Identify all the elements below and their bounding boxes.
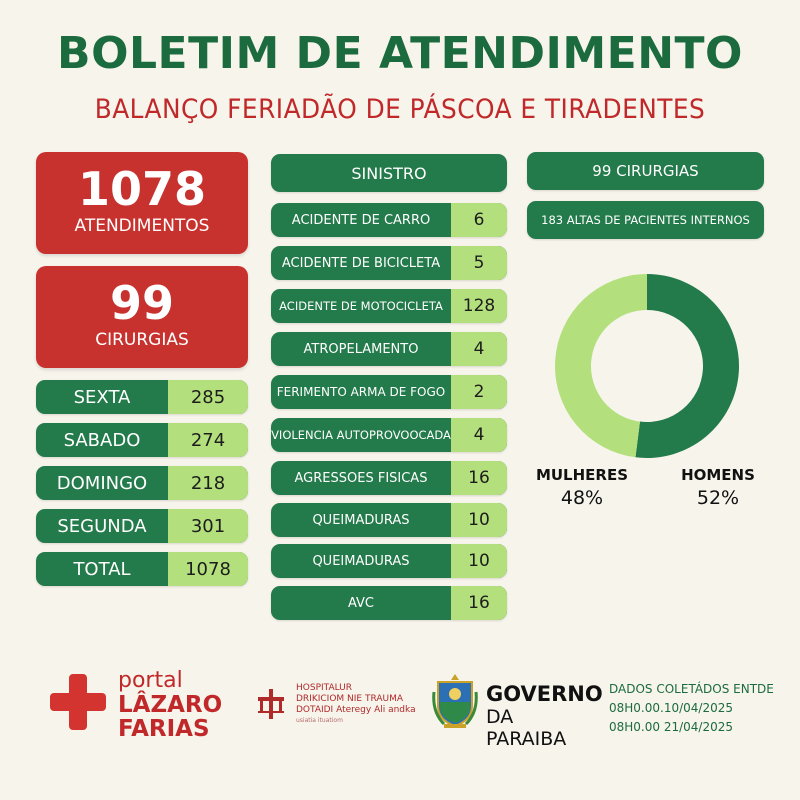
governo-logo-line1: GOVERNO	[486, 682, 603, 706]
portal-lazaro-farias-logo: portal LÂZARO FARIAS	[50, 668, 240, 748]
sinistro-label: ACIDENTE DE BICICLETA	[281, 255, 441, 271]
hospital-logo: HOSPITALUR DRIKICIOM NIE TRAUMA DOTAIDI …	[254, 683, 416, 733]
sinistro-row: QUEIMADURAS 10	[271, 544, 507, 578]
sinistro-row: ATROPELAMENTO 4	[271, 332, 507, 366]
day-row-sexta: SEXTA 285	[36, 380, 248, 414]
hospital-logo-line1: HOSPITALUR	[296, 683, 353, 693]
sinistro-row: ACIDENTE DE BICICLETA 5	[271, 246, 507, 280]
portal-logo-line2: LÂZARO	[118, 692, 223, 718]
day-label: SEXTA	[73, 386, 131, 408]
gender-donut-chart	[554, 273, 740, 459]
day-value: 274	[168, 423, 248, 457]
dados-line2: 08H0.00.10/04/2025	[609, 701, 733, 715]
sinistro-label: AVC	[347, 595, 375, 611]
sinistro-value: 4	[451, 332, 507, 366]
day-label: SEGUNDA	[57, 515, 147, 537]
day-value: 218	[168, 466, 248, 500]
sinistro-row: ACIDENTE DE CARRO 6	[271, 203, 507, 237]
hospital-logo-line3: DOTAIDI Ateregy Ali andka	[296, 705, 416, 715]
sinistro-value: 2	[451, 375, 507, 409]
day-label: DOMINGO	[56, 472, 148, 494]
hospital-logo-line2: DRIKICIOM NIE TRAUMA	[296, 694, 404, 704]
hospital-logo-line4: usiatia ituatiom	[296, 717, 343, 724]
donut-slice-mulheres	[555, 274, 647, 458]
page-subtitle: BALANÇO FERIADÃO DE PÁSCOA E TIRADENTES	[94, 94, 706, 125]
sinistro-value: 16	[451, 461, 507, 495]
sinistro-row: QUEIMADURAS 10	[271, 503, 507, 537]
sinistro-value: 4	[451, 418, 507, 452]
sinistro-value: 128	[451, 289, 507, 323]
hospital-cross-icon	[258, 689, 284, 719]
sinistro-label: QUEIMADURAS	[312, 512, 410, 528]
day-label: TOTAL	[73, 558, 131, 580]
legend-label-homens: HOMENS	[681, 466, 755, 484]
atendimentos-value: 1078	[77, 162, 207, 216]
sinistro-header: SINISTRO	[271, 154, 507, 192]
sinistro-label: ACIDENTE DE CARRO	[291, 212, 431, 228]
day-row-segunda: SEGUNDA 301	[36, 509, 248, 543]
data-collection-period: DADOS COLETÁDOS ENTDE 08H0.00.10/04/2025…	[609, 680, 774, 737]
donut-slice-homens	[635, 274, 739, 458]
day-row-domingo: DOMINGO 218	[36, 466, 248, 500]
cirurgias-card: 99 CIRURGIAS	[36, 266, 248, 368]
sinistro-label: VIOLENCIA AUTOPROVOOCADA	[271, 428, 451, 442]
medical-cross-icon	[50, 674, 106, 730]
governo-paraiba-logo: GOVERNO DA PARAIBA	[432, 672, 603, 750]
dados-line1: DADOS COLETÁDOS ENTDE	[609, 682, 774, 696]
page-title: BOLETIM DE ATENDIMENTO	[57, 28, 743, 79]
atendimentos-label: ATENDIMENTOS	[74, 216, 210, 236]
day-value: 1078	[168, 552, 248, 586]
legend-label-mulheres: MULHERES	[535, 466, 629, 484]
donut-svg	[555, 274, 739, 458]
sinistro-row: VIOLENCIA AUTOPROVOOCADA 4	[271, 418, 507, 452]
sinistro-row: ACIDENTE DE MOTOCICLETA 128	[271, 289, 507, 323]
legend-value-mulheres: 48%	[560, 487, 604, 509]
sinistro-row: FERIMENTO ARMA DE FOGO 2	[271, 375, 507, 409]
sinistro-value: 16	[451, 586, 507, 620]
day-row-total: TOTAL 1078	[36, 552, 248, 586]
sinistro-value: 5	[451, 246, 507, 280]
dados-line3: 08H0.00 21/04/2025	[609, 720, 733, 734]
governo-logo-line2: DA PARAIBA	[486, 706, 567, 750]
sinistro-row: AGRESSOES FISICAS 16	[271, 461, 507, 495]
portal-logo-line3: FARIAS	[118, 716, 210, 742]
sinistro-row: AVC 16	[271, 586, 507, 620]
sinistro-label: ACIDENTE DE MOTOCICLETA	[279, 299, 443, 313]
altas-badge: 183 ALTAS DE PACIENTES INTERNOS	[527, 201, 764, 239]
sinistro-label: AGRESSOES FISICAS	[294, 470, 428, 486]
sinistro-label: FERIMENTO ARMA DE FOGO	[276, 385, 446, 399]
portal-logo-line1: portal	[118, 668, 183, 693]
legend-value-homens: 52%	[696, 487, 740, 509]
sinistro-value: 6	[451, 203, 507, 237]
cirurgias-value: 99	[109, 276, 174, 330]
day-label: SABADO	[63, 429, 141, 451]
sinistro-label: ATROPELAMENTO	[303, 341, 419, 357]
day-row-sabado: SABADO 274	[36, 423, 248, 457]
atendimentos-card: 1078 ATENDIMENTOS	[36, 152, 248, 254]
day-value: 301	[168, 509, 248, 543]
cirurgias-label: CIRURGIAS	[95, 330, 189, 350]
sinistro-value: 10	[451, 544, 507, 578]
state-crest-icon	[432, 674, 478, 728]
sinistro-value: 10	[451, 503, 507, 537]
cirurgias-badge: 99 CIRURGIAS	[527, 152, 764, 190]
sinistro-label: QUEIMADURAS	[312, 553, 410, 569]
day-value: 285	[168, 380, 248, 414]
